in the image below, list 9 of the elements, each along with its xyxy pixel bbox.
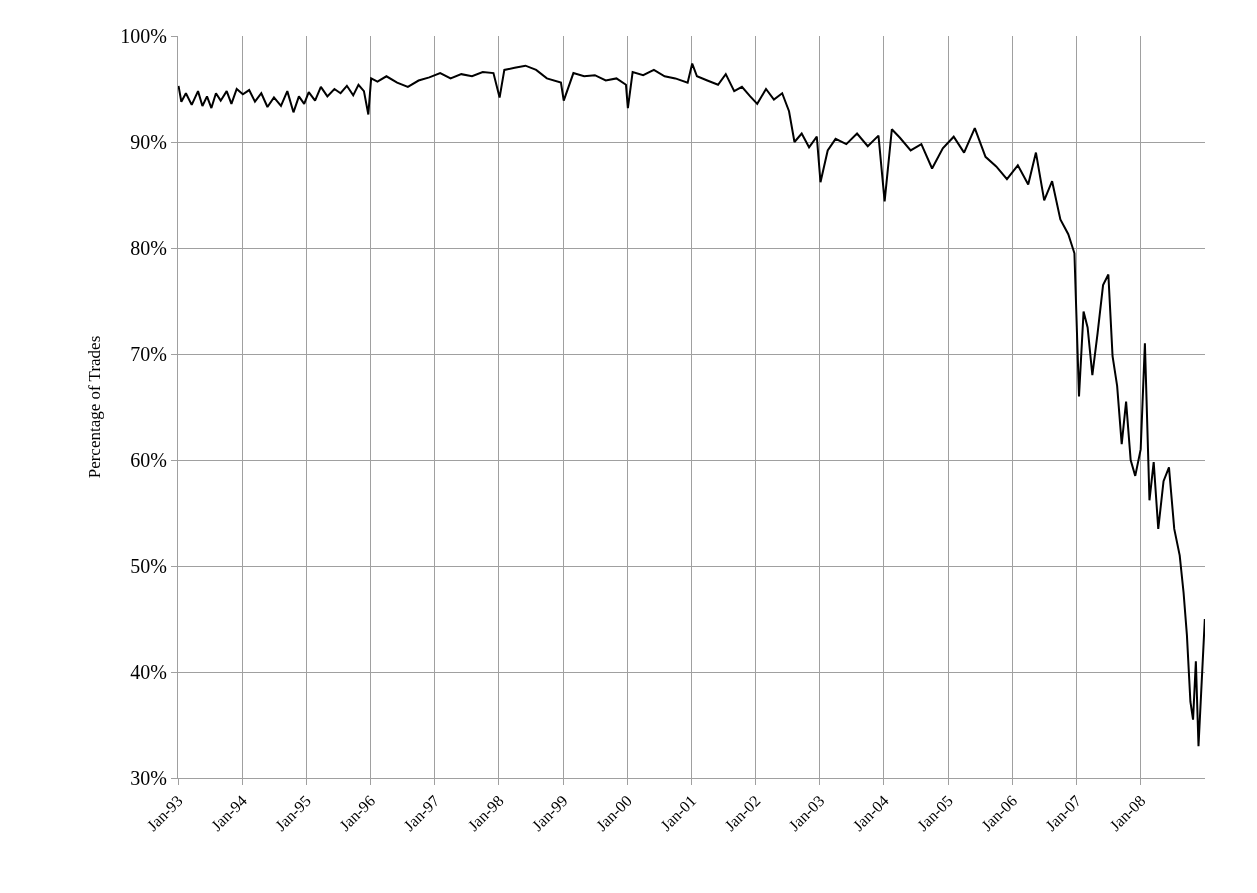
y-tick-label: 40% <box>130 661 167 683</box>
y-tick-label: 50% <box>130 555 167 577</box>
y-tick-label: 70% <box>130 343 167 365</box>
y-tick-label: 100% <box>120 25 167 47</box>
y-tick-label: 90% <box>130 131 167 153</box>
y-tick-label: 60% <box>130 449 167 471</box>
y-tick-label: 80% <box>130 237 167 259</box>
y-tick-label: 30% <box>130 767 167 789</box>
y-axis-title: Percentage of Trades <box>84 335 104 479</box>
